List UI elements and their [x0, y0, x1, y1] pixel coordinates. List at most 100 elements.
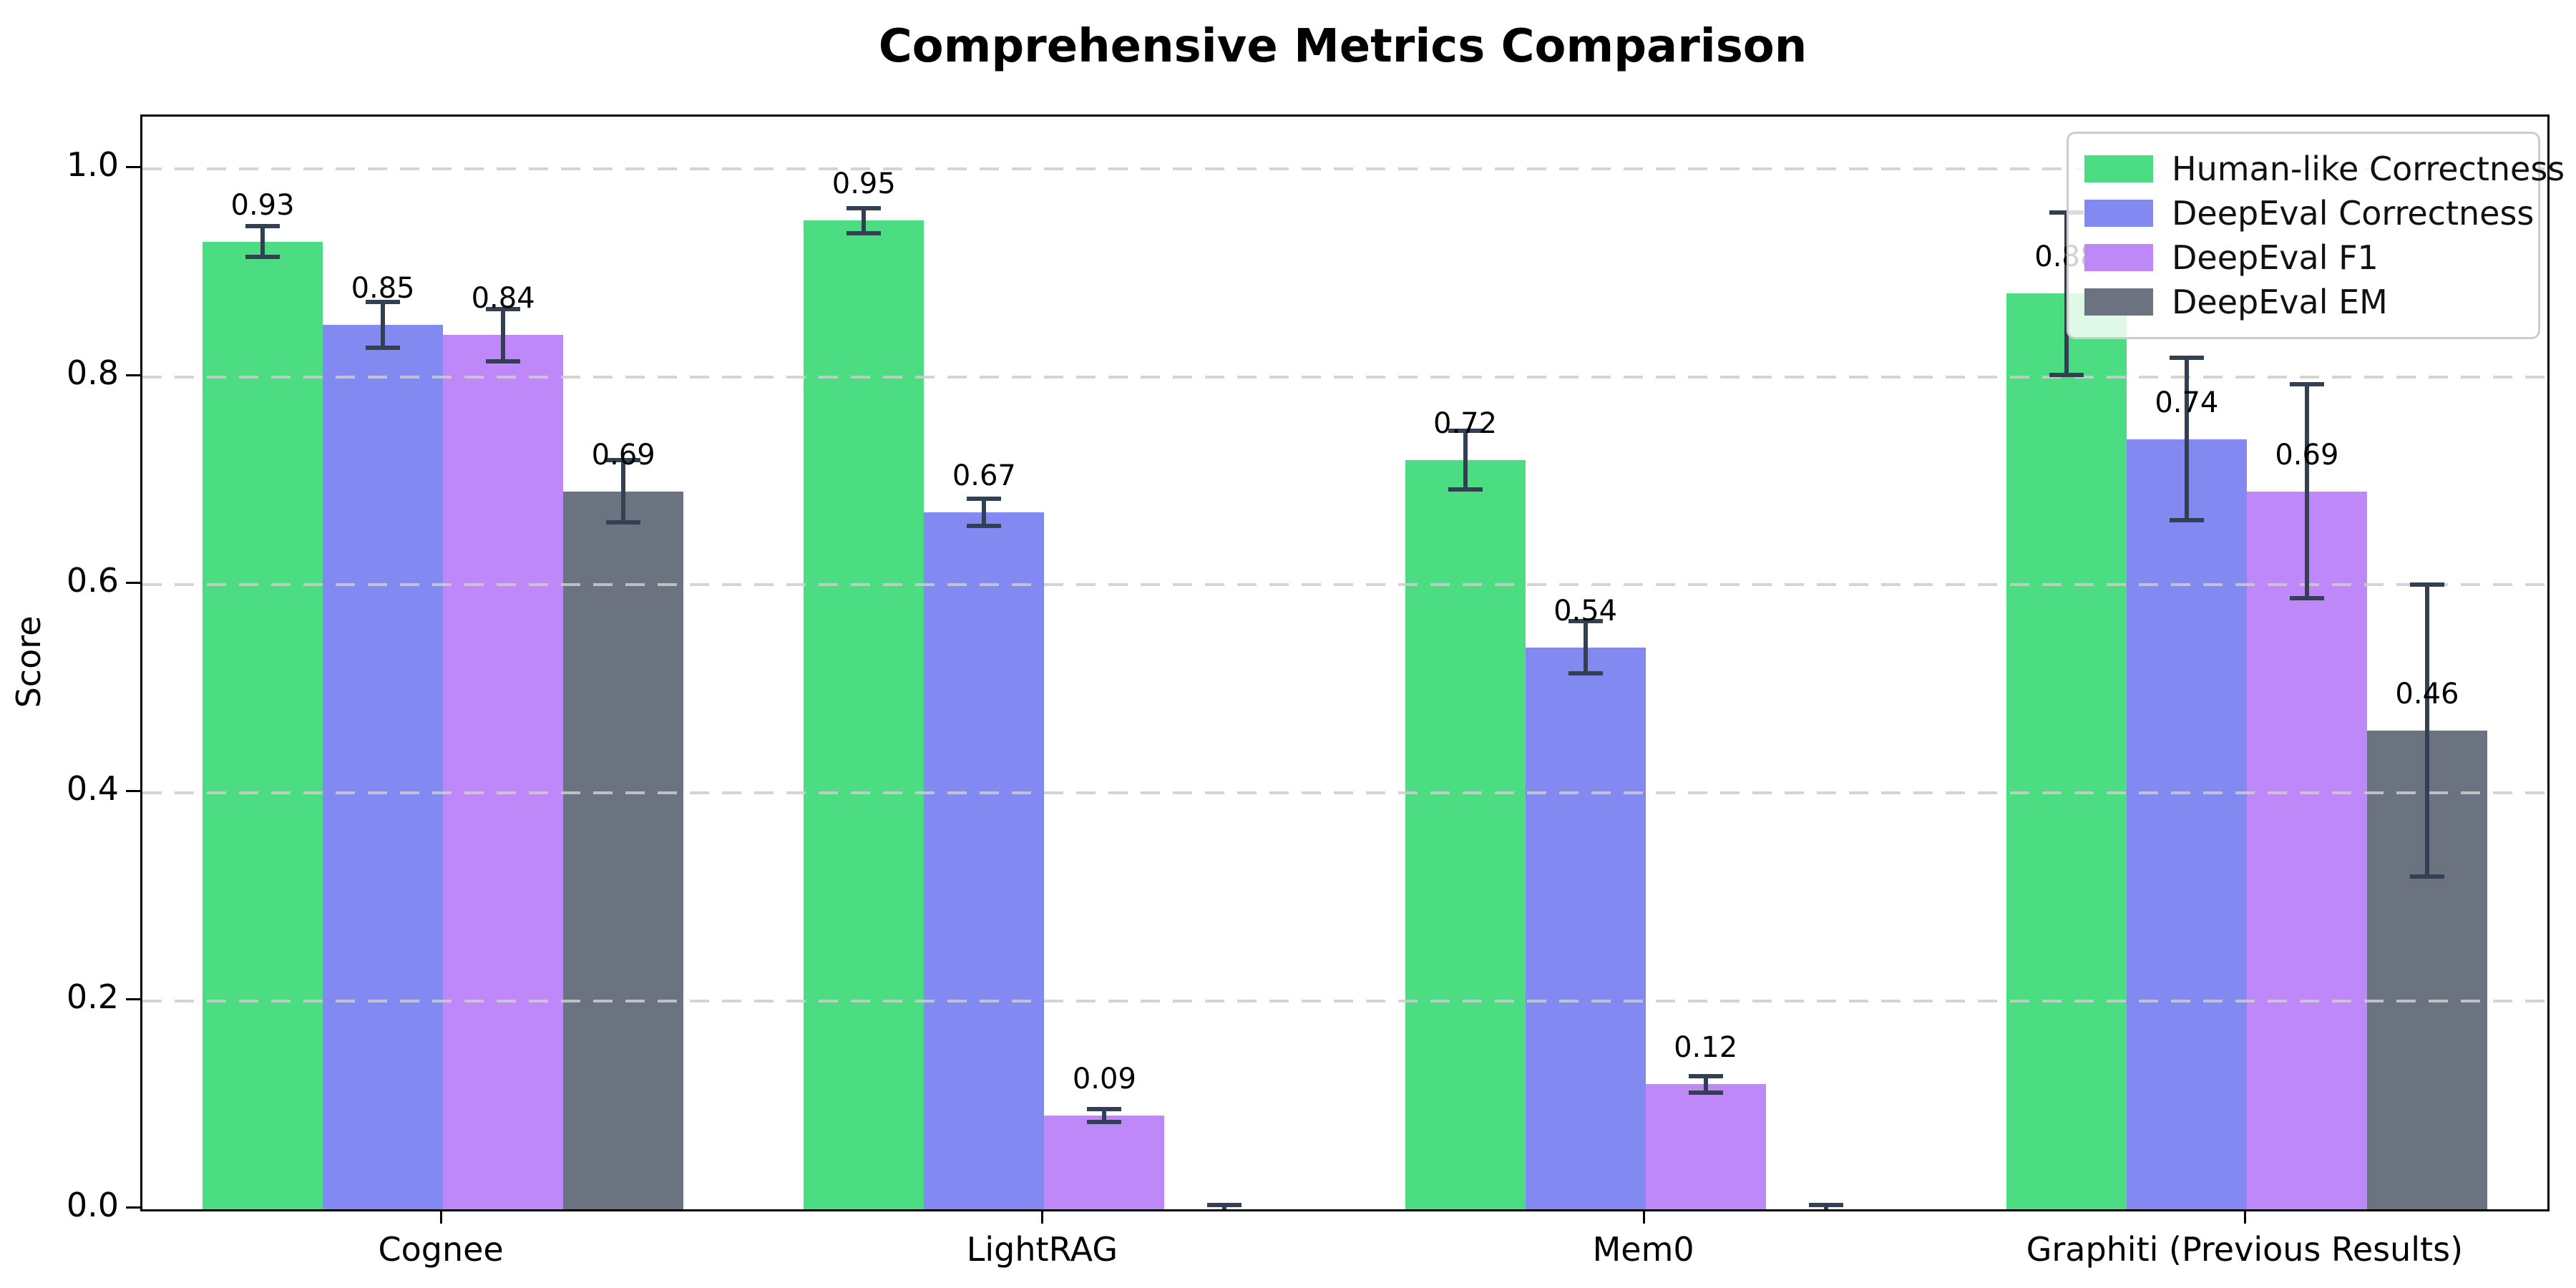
- y-axis-tick: [126, 374, 140, 376]
- y-axis-label: Score: [9, 615, 48, 708]
- bar-value-label: 0.95: [831, 167, 896, 201]
- error-bar-stem: [621, 459, 626, 523]
- y-axis-tick: [126, 165, 140, 168]
- legend-label: DeepEval Correctness: [2172, 194, 2534, 233]
- bar-human-like-correctness: [2006, 293, 2127, 1209]
- error-bar-cap-bottom: [2289, 596, 2324, 601]
- chart-title: Comprehensive Metrics Comparison: [878, 20, 1807, 73]
- error-bar-stem: [1102, 1109, 1107, 1122]
- error-bar-stem: [260, 225, 265, 258]
- legend-swatch: [2084, 155, 2153, 182]
- gridline: [142, 375, 2547, 379]
- gridline: [142, 791, 2547, 795]
- x-tick-label: Graphiti (Previous Results): [2026, 1230, 2464, 1269]
- error-bar-stem: [381, 301, 386, 348]
- error-bar-cap-bottom: [245, 255, 280, 260]
- bar-deepeval-em: [563, 491, 684, 1209]
- bar-value-label: 0.67: [952, 459, 1016, 492]
- error-bar-cap-bottom: [486, 358, 521, 364]
- error-bar-cap-top: [606, 457, 641, 462]
- error-bar-cap-bottom: [2409, 874, 2444, 879]
- error-bar-cap-top: [2049, 210, 2084, 215]
- legend-label: Human-like Correctness: [2172, 150, 2565, 188]
- x-tick-label: Mem0: [1592, 1230, 1694, 1269]
- error-bar-stem: [2424, 585, 2429, 877]
- error-bar-cap-bottom: [606, 520, 641, 525]
- legend-item: DeepEval EM: [2084, 280, 2522, 324]
- error-bar-cap-bottom: [366, 345, 401, 350]
- error-bar-cap-bottom: [2049, 372, 2084, 377]
- y-tick-label: 0.6: [66, 561, 119, 600]
- error-bar-cap-bottom: [2169, 518, 2204, 523]
- y-axis-tick: [126, 582, 140, 585]
- bar-value-label: 0.84: [471, 282, 535, 316]
- error-bar-stem: [1703, 1075, 1708, 1093]
- y-axis-tick: [126, 998, 140, 1001]
- error-bar-stem: [2184, 358, 2189, 521]
- bar-value-label: 0.46: [2395, 678, 2459, 711]
- error-bar-cap-top: [1207, 1203, 1242, 1208]
- x-axis-tick: [2243, 1209, 2246, 1224]
- error-bar-cap-bottom: [1688, 1091, 1723, 1096]
- bar-value-label: 0.74: [2155, 386, 2219, 419]
- x-axis-tick: [440, 1209, 443, 1224]
- x-axis-tick: [1642, 1209, 1645, 1224]
- legend-swatch: [2084, 200, 2153, 227]
- legend-item: Human-like Correctness: [2084, 147, 2565, 191]
- y-axis-tick: [126, 1206, 140, 1209]
- x-axis-tick: [1041, 1209, 1044, 1224]
- y-axis-tick: [126, 790, 140, 793]
- legend-label: DeepEval EM: [2172, 283, 2388, 321]
- error-bar-cap-top: [245, 223, 280, 228]
- legend-label: DeepEval F1: [2172, 238, 2379, 277]
- y-tick-label: 0.0: [66, 1186, 119, 1224]
- y-tick-label: 1.0: [66, 145, 119, 184]
- bar-value-label: 0.85: [351, 271, 415, 305]
- error-bar-cap-top: [2289, 381, 2324, 386]
- error-bar-cap-top: [1568, 619, 1603, 624]
- bar-value-label: 0.54: [1553, 594, 1618, 628]
- error-bar-cap-top: [1087, 1107, 1122, 1112]
- error-bar-stem: [501, 309, 506, 361]
- error-bar-cap-top: [967, 496, 1002, 501]
- error-bar-cap-bottom: [1448, 487, 1483, 492]
- y-tick-label: 0.2: [66, 977, 119, 1017]
- bar-value-label: 0.12: [1674, 1031, 1738, 1065]
- legend-item: DeepEval F1: [2084, 235, 2522, 280]
- bar-deepeval-correctness: [1525, 647, 1646, 1209]
- legend-swatch: [2084, 244, 2153, 271]
- error-bar-stem: [2064, 212, 2069, 375]
- bar-deepeval-f1: [1044, 1116, 1165, 1209]
- bar-value-label: 0.72: [1433, 406, 1498, 440]
- error-bar-cap-bottom: [847, 230, 882, 235]
- error-bar-stem: [862, 208, 867, 233]
- error-bar-stem: [1583, 621, 1588, 674]
- bar-deepeval-f1: [1645, 1084, 1766, 1209]
- error-bar-cap-top: [486, 307, 521, 312]
- bar-deepeval-f1: [443, 335, 564, 1209]
- error-bar-cap-top: [1808, 1203, 1843, 1208]
- error-bar-stem: [1463, 431, 1468, 489]
- legend-item: DeepEval Correctness: [2084, 191, 2534, 235]
- gridline: [142, 583, 2547, 587]
- error-bar-cap-top: [1688, 1073, 1723, 1078]
- gridline: [142, 1000, 2547, 1003]
- legend-swatch: [2084, 288, 2153, 316]
- bar-value-label: 0.09: [1072, 1063, 1136, 1096]
- y-tick-label: 0.8: [66, 353, 119, 392]
- x-tick-label: LightRAG: [966, 1230, 1118, 1269]
- bar-human-like-correctness: [804, 220, 924, 1209]
- x-tick-label: Cognee: [378, 1230, 504, 1269]
- error-bar-cap-top: [1448, 429, 1483, 434]
- bar-human-like-correctness: [1405, 459, 1526, 1209]
- error-bar-cap-top: [2169, 356, 2204, 361]
- bar-human-like-correctness: [203, 241, 323, 1209]
- bar-deepeval-f1: [2246, 491, 2367, 1209]
- error-bar-stem: [2304, 384, 2309, 599]
- error-bar-stem: [982, 498, 987, 526]
- legend: Human-like Correctness DeepEval Correctne…: [2067, 132, 2565, 339]
- bar-value-label: 0.69: [591, 438, 655, 472]
- error-bar-cap-top: [2409, 582, 2444, 587]
- error-bar-cap-bottom: [967, 523, 1002, 528]
